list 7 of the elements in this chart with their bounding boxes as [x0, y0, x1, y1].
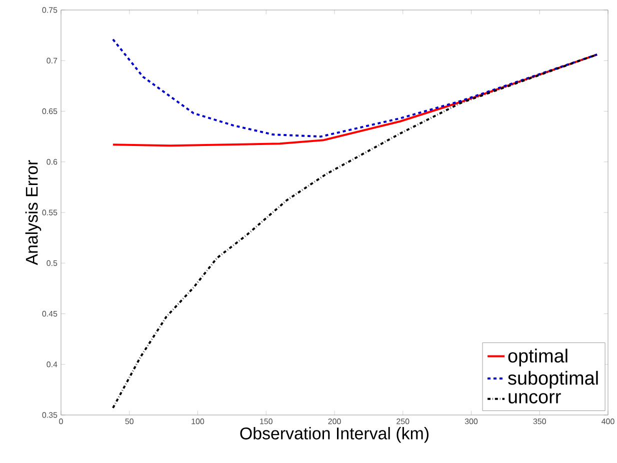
- y-axis-title: Analysis Error: [25, 160, 42, 266]
- legend-label: uncorr: [508, 393, 561, 404]
- legend-label: suboptimal: [508, 370, 598, 389]
- line-series: [112, 54, 598, 409]
- legend-label: optimal: [508, 348, 568, 366]
- line-series: [112, 38, 598, 138]
- x-axis-title: Observation Interval (km): [240, 427, 428, 443]
